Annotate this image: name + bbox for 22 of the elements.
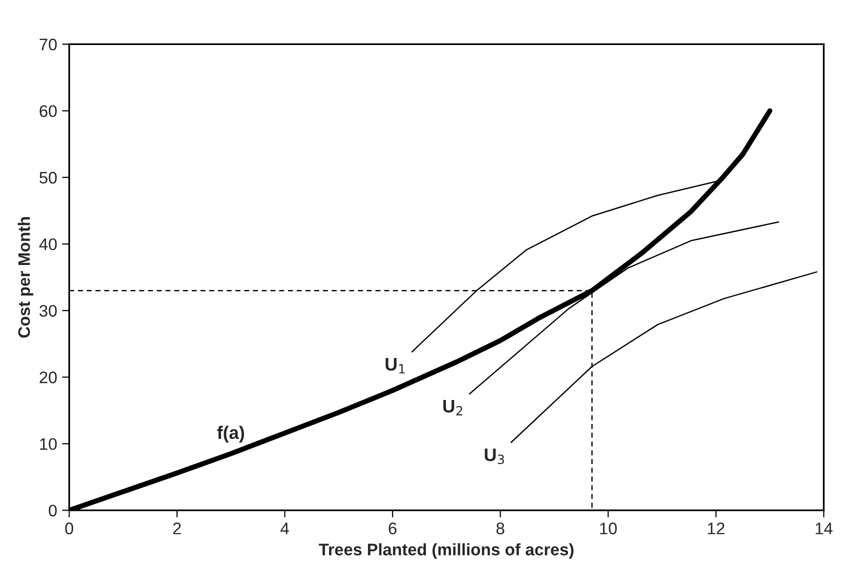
series-label: U$_{2}$ xyxy=(443,400,462,416)
y-tick-label: 0 xyxy=(48,504,57,517)
y-tick-label: 70 xyxy=(40,38,57,50)
x-tick-label: 6 xyxy=(388,522,396,534)
y-tick-label: 30 xyxy=(40,304,57,317)
y-axis-title: Cost per Month xyxy=(18,217,34,338)
series-label: U$_{1}$ xyxy=(386,358,405,374)
x-tick-label: 4 xyxy=(280,522,289,534)
x-tick-label: 12 xyxy=(708,522,724,534)
x-axis-title: Trees Planted (millions of acres) xyxy=(318,543,574,559)
x-tick-label: 2 xyxy=(173,522,181,534)
x-tick-label: 10 xyxy=(600,522,617,534)
x-tick-label: 0 xyxy=(65,522,74,534)
y-tick-label: 40 xyxy=(39,238,57,250)
y-tick-label: 10 xyxy=(40,438,57,450)
y-tick-label: 50 xyxy=(40,172,57,184)
series-label: U$_{3}$ xyxy=(484,448,504,464)
y-tick-label: 60 xyxy=(40,105,57,118)
x-tick-label: 14 xyxy=(816,522,833,534)
series-label: f(a) xyxy=(217,426,244,443)
y-tick-label: 20 xyxy=(40,372,57,384)
x-tick-label: 8 xyxy=(496,522,504,534)
